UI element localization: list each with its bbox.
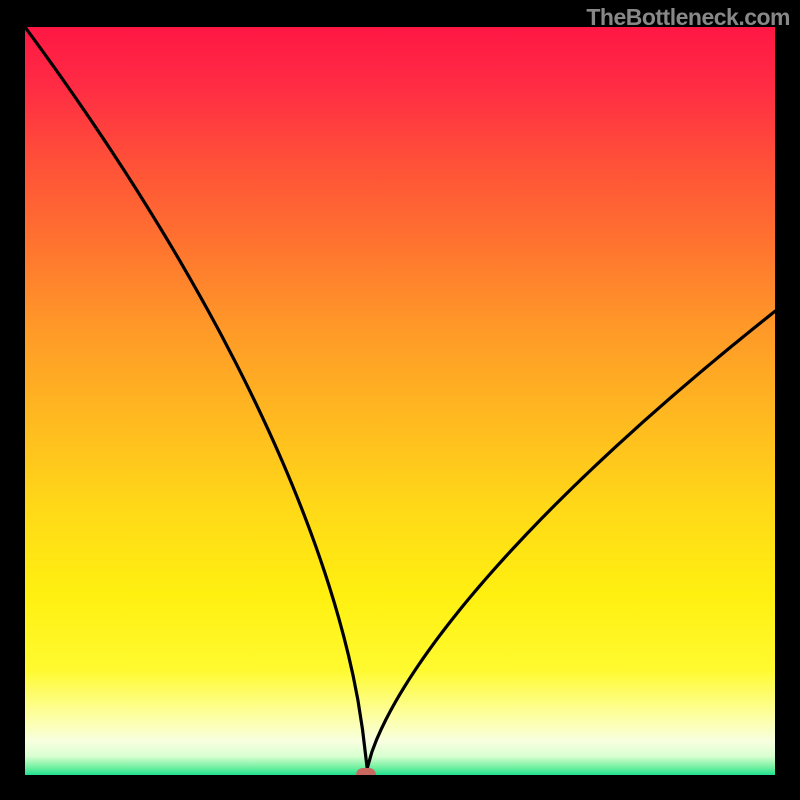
bottleneck-curve: [25, 27, 775, 775]
watermark-text: TheBottleneck.com: [586, 4, 790, 31]
bottleneck-curve-path: [25, 27, 775, 768]
optimum-marker: [356, 768, 376, 775]
chart-plot-area: [25, 27, 775, 775]
